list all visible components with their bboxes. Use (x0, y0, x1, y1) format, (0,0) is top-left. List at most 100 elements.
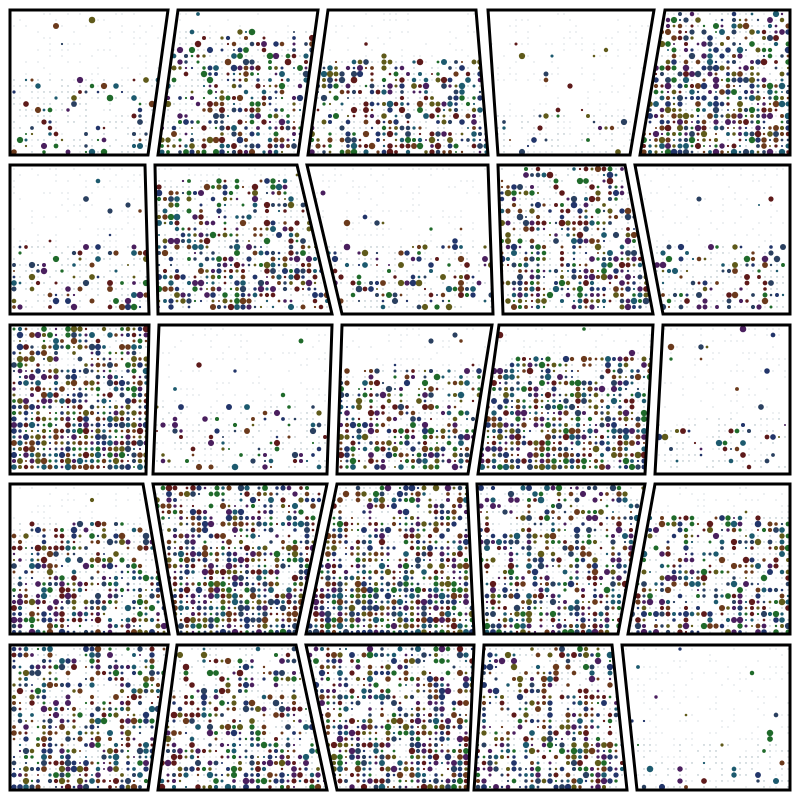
dot (187, 293, 191, 297)
dot (503, 398, 509, 404)
dot (767, 107, 773, 113)
dot (36, 363, 40, 367)
dot (278, 174, 280, 176)
dot (441, 299, 445, 303)
dot (551, 386, 557, 392)
dot (719, 143, 725, 149)
dot (37, 246, 39, 248)
dot (125, 362, 131, 368)
dot (90, 435, 94, 439)
dot (521, 43, 523, 45)
dot (288, 352, 290, 354)
dot (199, 209, 203, 213)
dot (195, 463, 203, 471)
dot (690, 144, 694, 148)
dot (629, 97, 631, 99)
dot (198, 214, 204, 220)
dot (581, 133, 583, 135)
dot (121, 25, 123, 27)
dot (216, 382, 218, 384)
dot (107, 280, 113, 286)
dot (504, 369, 508, 373)
dot (137, 250, 143, 256)
dot (381, 411, 385, 415)
dot (212, 136, 220, 144)
dot (66, 405, 70, 409)
dot (329, 109, 331, 111)
dot (298, 108, 302, 112)
dot (290, 264, 292, 266)
dot (120, 459, 124, 463)
dot (302, 294, 304, 296)
dot (370, 198, 372, 200)
dot (182, 186, 184, 188)
dot (252, 292, 258, 298)
dot (352, 186, 354, 188)
dot (380, 464, 386, 470)
dot (237, 53, 243, 59)
dot (643, 406, 645, 408)
dot (617, 109, 619, 111)
dot (196, 54, 200, 58)
dot (133, 127, 135, 129)
dot (750, 72, 754, 76)
dot (575, 386, 581, 392)
dot (67, 210, 69, 212)
dot (133, 91, 135, 93)
dot (515, 61, 517, 63)
dot (454, 84, 458, 88)
dot (334, 180, 336, 182)
dot (30, 78, 34, 82)
dot (758, 246, 760, 248)
dot (521, 386, 527, 392)
dot (421, 379, 429, 387)
dot (318, 388, 320, 390)
dot (478, 138, 482, 142)
dot (193, 233, 197, 237)
dot (168, 280, 174, 286)
dot (76, 427, 84, 435)
dot (65, 380, 71, 386)
dot (656, 240, 658, 242)
dot (187, 179, 191, 183)
dot (625, 286, 631, 292)
dot (264, 268, 270, 274)
dot (619, 328, 621, 330)
dot (764, 174, 766, 176)
dot (750, 304, 756, 310)
dot (228, 466, 230, 468)
dot (255, 41, 261, 47)
dot (497, 79, 499, 81)
dot (726, 144, 730, 148)
dot (248, 222, 250, 224)
dot (35, 350, 41, 356)
dot (572, 167, 576, 171)
dot (222, 460, 224, 462)
dot (109, 216, 111, 218)
dot (740, 270, 742, 272)
dot (246, 256, 252, 262)
dot (531, 216, 533, 218)
dot (769, 31, 771, 33)
dot (758, 264, 760, 266)
dot (70, 337, 78, 345)
dot (24, 441, 28, 445)
dot (388, 424, 390, 426)
dot (382, 234, 384, 236)
dot (237, 149, 243, 155)
dot (394, 270, 396, 272)
dot (779, 125, 785, 131)
dot (610, 397, 618, 405)
dot (627, 246, 629, 248)
dot (96, 369, 100, 373)
dot (127, 133, 129, 135)
dot (624, 213, 632, 221)
dot (222, 190, 228, 196)
dot (67, 358, 69, 360)
dot (513, 222, 515, 224)
dot (387, 119, 393, 125)
dot (591, 204, 593, 206)
dot (636, 387, 640, 391)
dot (770, 240, 772, 242)
dot (341, 145, 343, 147)
